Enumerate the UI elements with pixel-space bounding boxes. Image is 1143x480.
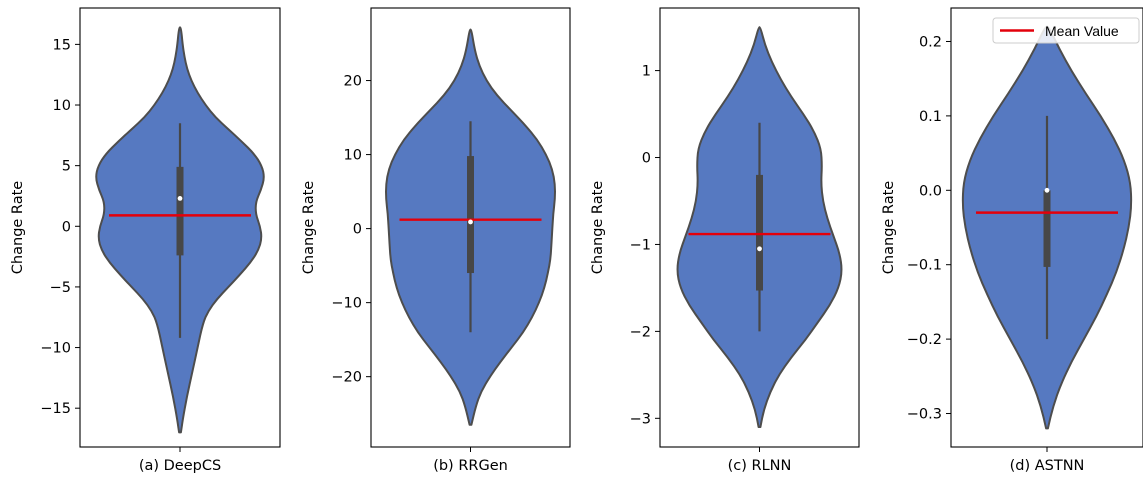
y-tick-label: −0.1 — [907, 258, 942, 274]
median-dot — [177, 195, 183, 201]
legend: Mean Value — [992, 17, 1140, 44]
y-tick-label: 15 — [53, 37, 71, 53]
y-tick-label: −10 — [331, 296, 362, 312]
median-dot — [1044, 187, 1050, 193]
median-dot — [757, 246, 762, 252]
y-tick-label: −1 — [630, 237, 651, 253]
panel-3: −3 −2 −1 0 1 (c) RLNN Change Rate — [590, 7, 860, 474]
y-tick-label: 20 — [344, 74, 362, 90]
y-tick-label: 0.0 — [919, 183, 942, 199]
legend-box — [992, 17, 1140, 44]
y-tick-label: −5 — [50, 280, 71, 296]
iqr-box — [176, 166, 184, 256]
y-axis-label: Change Rate — [301, 181, 317, 274]
y-tick-label: −2 — [630, 324, 651, 340]
y-tick-label: 0 — [62, 219, 71, 235]
panel-1: −15 −10 −5 0 5 10 15 (a) DeepCS Change Rate — [10, 7, 281, 474]
iqr-box — [1043, 190, 1051, 267]
iqr-box — [467, 156, 474, 274]
y-tick-label: −20 — [331, 370, 362, 386]
y-tick-label: 0.2 — [919, 34, 942, 50]
median-dot — [468, 219, 473, 225]
y-tick-label: −10 — [40, 341, 71, 357]
y-axis-label: Change Rate — [590, 181, 606, 274]
y-tick-label: 5 — [62, 159, 71, 175]
y-tick-label: 1 — [642, 64, 651, 80]
x-axis-label: (a) DeepCS — [139, 458, 221, 474]
y-tick-label: −3 — [630, 411, 651, 427]
y-tick-label: 0 — [353, 222, 362, 238]
y-tick-label: −15 — [40, 401, 71, 417]
y-axis-label: Change Rate — [881, 181, 897, 274]
y-tick-label: −0.2 — [907, 332, 942, 348]
x-axis-label: (b) RRGen — [433, 458, 508, 474]
y-tick-label: 0 — [642, 151, 651, 167]
y-tick-label: 10 — [53, 98, 71, 114]
x-axis-label: (d) ASTNN — [1010, 458, 1085, 474]
panel-2: −20 −10 0 10 20 (b) RRGen Change Rate — [301, 7, 571, 474]
iqr-box — [756, 174, 763, 291]
y-tick-label: −0.3 — [907, 407, 942, 423]
y-tick-label: 0.1 — [919, 109, 942, 125]
legend-mean-label: Mean Value — [1045, 23, 1119, 39]
y-tick-label: 10 — [344, 148, 362, 164]
panel-4: −0.3 −0.2 −0.1 0.0 0.1 0.2 (d) ASTNN Change Rat… — [881, 7, 1143, 474]
x-axis-label: (c) RLNN — [728, 458, 792, 474]
y-axis-label: Change Rate — [10, 181, 26, 274]
